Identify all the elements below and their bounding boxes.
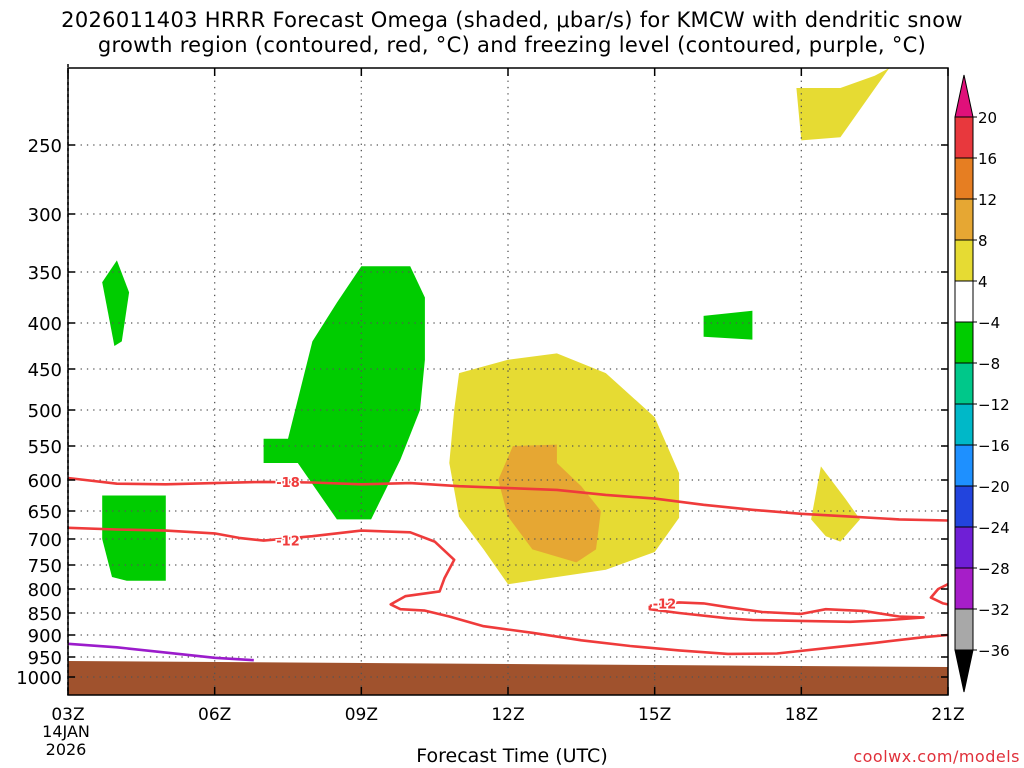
x-tick-label-12Z: 12Z: [491, 705, 524, 725]
colorbar-swatch-6: [954, 362, 974, 405]
colorbar: 20 16 12 8 4 −4 −8 −12 −16 −20 −24 −28 −32 −36: [954, 74, 1010, 693]
colorbar-swatch-8: [954, 444, 974, 487]
colorbar-swatch-2: [954, 198, 974, 241]
colorbar-label-2: 12: [978, 191, 997, 209]
isotherm-label-1: -12: [276, 535, 300, 550]
isotherm-line-3: [929, 583, 948, 606]
y-tick-label-450: 450: [28, 360, 62, 381]
isotherm-label-0: -18: [276, 476, 300, 491]
y-tick-label-600: 600: [28, 471, 62, 492]
watermark: coolwx.com/models: [853, 747, 1020, 766]
colorbar-swatch-7: [954, 403, 974, 446]
colorbar-label-1: 16: [978, 150, 997, 168]
isotherm-line-1: [68, 526, 948, 656]
colorbar-swatch-4: [954, 280, 974, 323]
isotherm-line-0: [68, 476, 948, 522]
colorbar-label-0: 20: [978, 109, 997, 127]
y-tick-label-800: 800: [28, 580, 62, 601]
x-tick-label-21Z: 21Z: [931, 705, 964, 725]
y-tick-label-300: 300: [28, 205, 62, 226]
colorbar-swatch-3: [954, 239, 974, 282]
y-tick-label-700: 700: [28, 530, 62, 551]
isotherm-contours: -18 -12 -12: [68, 474, 948, 662]
colorbar-swatch-1: [954, 157, 974, 200]
colorbar-swatch-12: [954, 608, 974, 651]
y-tick-label-350: 350: [28, 263, 62, 284]
colorbar-swatch-0: [954, 116, 974, 159]
colorbar-label-3: 8: [978, 232, 988, 250]
isotherm-line-2: [648, 601, 925, 624]
y-tick-label-400: 400: [28, 314, 62, 335]
omega-region-1: [102, 495, 166, 581]
y-tick-label-250: 250: [28, 136, 62, 157]
y-tick-label-950: 950: [28, 648, 62, 669]
x-tick-label-06Z: 06Z: [198, 705, 231, 725]
x-year-label: 2026: [46, 740, 87, 759]
colorbar-swatch-11: [954, 567, 974, 610]
colorbar-top-cap: [954, 74, 974, 118]
omega-shading: [68, 68, 948, 695]
ground-surface: [68, 661, 948, 695]
colorbar-label-9: −20: [978, 478, 1010, 496]
y-tick-label-1000: 1000: [16, 668, 62, 689]
omega-region-2: [263, 266, 425, 520]
y-tick-label-900: 900: [28, 626, 62, 647]
colorbar-label-12: −32: [978, 601, 1010, 619]
y-tick-label-500: 500: [28, 401, 62, 422]
colorbar-label-11: −28: [978, 560, 1010, 578]
colorbar-label-8: −16: [978, 437, 1010, 455]
axes: 2503003504004505005506006507007508008509…: [16, 64, 965, 759]
colorbar-label-6: −8: [978, 355, 1000, 373]
x-tick-label-18Z: 18Z: [785, 705, 818, 725]
x-tick-label-03Z: 03Z: [51, 705, 84, 725]
x-axis-label: Forecast Time (UTC): [416, 745, 608, 767]
colorbar-label-5: −4: [978, 314, 1000, 332]
y-tick-label-650: 650: [28, 502, 62, 523]
chart-title-line2: growth region (contoured, red, °C) and f…: [97, 33, 927, 57]
y-tick-label-750: 750: [28, 556, 62, 577]
isotherm-label-2: -12: [653, 597, 677, 612]
x-tick-label-09Z: 09Z: [345, 705, 378, 725]
colorbar-swatch-9: [954, 485, 974, 528]
omega-region-3: [703, 310, 753, 340]
isotherm-line-4: [68, 642, 254, 662]
colorbar-label-4: 4: [978, 273, 988, 291]
x-tick-label-15Z: 15Z: [638, 705, 671, 725]
colorbar-label-7: −12: [978, 396, 1010, 414]
omega-region-5: [498, 444, 601, 563]
omega-region-0: [102, 260, 130, 346]
colorbar-swatch-5: [954, 321, 974, 364]
y-tick-label-850: 850: [28, 604, 62, 625]
x-date-label: 14JAN: [42, 722, 90, 741]
colorbar-bottom-cap: [954, 649, 974, 693]
omega-region-4: [449, 353, 680, 585]
omega-region-7: [811, 466, 860, 542]
colorbar-label-10: −24: [978, 519, 1010, 537]
y-tick-label-550: 550: [28, 437, 62, 458]
colorbar-swatch-10: [954, 526, 974, 569]
chart-title-line1: 2026011403 HRRR Forecast Omega (shaded, …: [61, 8, 963, 32]
colorbar-label-13: −36: [978, 642, 1010, 660]
omega-region-6: [796, 68, 890, 141]
